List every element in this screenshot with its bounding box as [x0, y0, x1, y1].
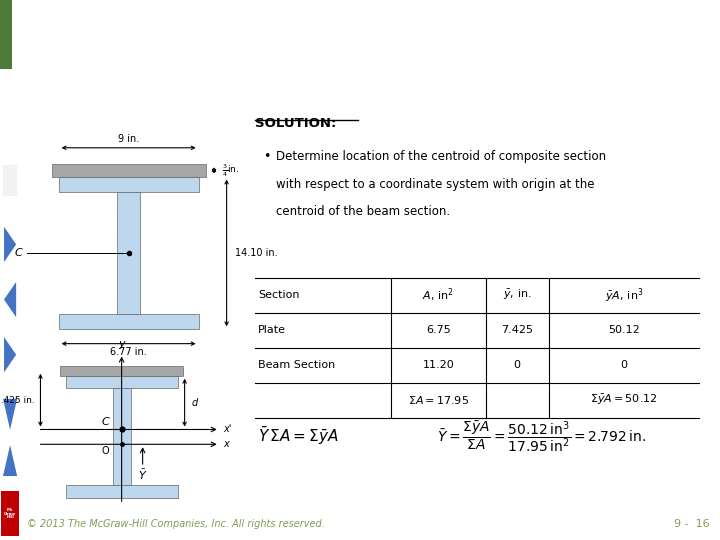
Polygon shape [3, 445, 17, 476]
Text: O: O [102, 447, 109, 456]
Text: © 2013 The McGraw-Hill Companies, Inc. All rights reserved.: © 2013 The McGraw-Hill Companies, Inc. A… [27, 519, 325, 529]
Bar [1, 491, 19, 536]
Text: 9 -  16: 9 - 16 [674, 519, 709, 529]
Bar [112, 388, 130, 485]
Text: $A,\,\mathrm{in}^2$: $A,\,\mathrm{in}^2$ [422, 287, 454, 304]
Bar [0, 0, 12, 69]
Text: $\bar{y},\,\mathrm{in.}$: $\bar{y},\,\mathrm{in.}$ [503, 288, 531, 302]
Text: $\bar{Y}\,\Sigma A = \Sigma \bar{y}A$: $\bar{Y}\,\Sigma A = \Sigma \bar{y}A$ [258, 425, 338, 447]
Text: 0: 0 [620, 360, 627, 370]
Bar [58, 177, 199, 192]
Text: 7.425 in.: 7.425 in. [0, 396, 35, 404]
Polygon shape [4, 227, 16, 262]
Text: Beam Section: Beam Section [258, 360, 336, 370]
Bar [60, 366, 183, 376]
Text: $\Sigma A = 17.95$: $\Sigma A = 17.95$ [408, 394, 469, 406]
Text: 7.425: 7.425 [501, 325, 533, 335]
Text: 11.20: 11.20 [423, 360, 454, 370]
Text: C: C [102, 417, 109, 428]
Text: x': x' [223, 424, 232, 435]
Text: Sample Problem 9.4: Sample Problem 9.4 [22, 75, 225, 93]
Bar [58, 314, 199, 329]
Text: $\Sigma \bar{y}A = 50.12$: $\Sigma \bar{y}A = 50.12$ [590, 393, 657, 407]
Text: SOLUTION:: SOLUTION: [255, 117, 336, 130]
Text: Tenth: Tenth [3, 8, 20, 14]
Text: 9 in.: 9 in. [118, 134, 139, 144]
Text: 6.77 in.: 6.77 in. [110, 347, 147, 357]
Text: Edition: Edition [3, 26, 24, 31]
Text: Determine location of the centroid of composite section: Determine location of the centroid of co… [276, 150, 606, 163]
Text: Plate: Plate [258, 325, 286, 335]
Polygon shape [3, 399, 17, 430]
Text: 14.10 in.: 14.10 in. [235, 248, 278, 258]
Bar [117, 192, 140, 314]
Text: 0: 0 [513, 360, 521, 370]
Polygon shape [4, 337, 16, 373]
Text: Vector Mechanics for Engineers: Statics: Vector Mechanics for Engineers: Statics [27, 22, 619, 48]
Text: d: d [192, 397, 198, 408]
Bar [66, 485, 178, 498]
Text: C: C [14, 248, 22, 258]
Text: 6.75: 6.75 [426, 325, 451, 335]
Text: $\bar{Y}$: $\bar{Y}$ [138, 468, 148, 482]
Bar [52, 164, 206, 177]
Bar [66, 376, 178, 388]
Text: y: y [118, 340, 125, 349]
Text: centroid of the beam section.: centroid of the beam section. [276, 205, 450, 218]
Text: with respect to a coordinate system with origin at the: with respect to a coordinate system with… [276, 178, 594, 191]
Text: $\bar{Y} = \dfrac{\Sigma \bar{y}A}{\Sigma A} = \dfrac{50.12\,\mathrm{in}^3}{17.9: $\bar{Y} = \dfrac{\Sigma \bar{y}A}{\Sigm… [436, 419, 646, 454]
Text: $\bar{y}A,\,\mathrm{in}^3$: $\bar{y}A,\,\mathrm{in}^3$ [605, 286, 643, 305]
Polygon shape [4, 282, 16, 317]
Text: •: • [263, 150, 271, 163]
Text: Mc
Graw
Hill: Mc Graw Hill [4, 508, 16, 519]
Text: Section: Section [258, 291, 300, 300]
Bar [3, 165, 17, 196]
Text: 50.12: 50.12 [608, 325, 639, 335]
Text: $\frac{3}{4}$in.: $\frac{3}{4}$in. [222, 162, 240, 179]
Text: x: x [223, 440, 229, 449]
